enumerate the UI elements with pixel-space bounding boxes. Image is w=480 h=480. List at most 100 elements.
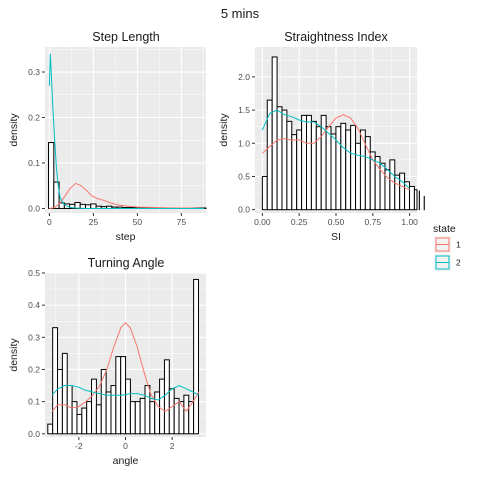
histogram-bar (154, 391, 161, 435)
histogram-bar (310, 120, 317, 211)
histogram-bar (47, 423, 54, 435)
histogram-bar (144, 385, 151, 435)
histogram-bar (86, 401, 93, 435)
x-tick-label: 0.75 (365, 217, 382, 227)
x-tick-label: 0.50 (328, 217, 345, 227)
legend-label-state-1: 1 (456, 240, 461, 250)
density-line-state-2 (261, 109, 410, 189)
x-axis-title: step (116, 231, 136, 243)
histogram-bar (71, 401, 78, 435)
histogram-bar (61, 352, 68, 435)
histogram-bar (271, 56, 278, 211)
histogram-bar (276, 106, 283, 211)
histogram-bar (306, 114, 312, 211)
histogram-bar (355, 142, 361, 211)
x-tick-label: 2 (170, 441, 175, 451)
panel-turning-angle: Turning Angle -2 0 2 0.0 0.1 0.2 0.3 0.4 0.5 angle… (8, 256, 206, 467)
y-tick-label: 2.0 (238, 72, 250, 82)
histogram-bar (325, 126, 332, 211)
y-axis-title: density (8, 338, 20, 372)
histogram-bar (301, 114, 308, 211)
y-tick-label: 1.5 (238, 105, 250, 115)
x-tick-label: 75 (177, 217, 187, 227)
histogram-bar (389, 159, 396, 211)
histogram-bar (163, 359, 170, 435)
x-tick-label: 50 (133, 217, 143, 227)
y-tick-label: 0.5 (28, 268, 40, 278)
histogram-bar (134, 401, 141, 435)
panel-step-length: Step Length 0 25 50 75 0.0 0.1 0.2 0.3 step densit… (8, 30, 207, 243)
x-tick-label: 0.00 (254, 217, 271, 227)
histogram-bar (399, 172, 406, 211)
histogram-bar (281, 109, 288, 211)
plot-background (45, 47, 206, 213)
histogram-bar (193, 278, 199, 435)
histogram-bar (340, 122, 347, 211)
histogram-bar (76, 413, 83, 435)
legend-key-box-state-2 (435, 255, 450, 270)
histogram-bar (364, 136, 371, 211)
legend: state 1 2 (433, 223, 461, 271)
panel-title: Straightness Index (284, 30, 388, 44)
y-axis-title: density (8, 113, 20, 147)
x-axis-title: angle (113, 455, 139, 467)
histogram-bar (48, 142, 55, 209)
histogram-bar (125, 378, 131, 435)
histogram-bar (345, 129, 352, 211)
histogram-bar (100, 368, 107, 435)
histogram-bar (53, 181, 60, 209)
histogram-bar (335, 126, 342, 211)
y-tick-label: 0.1 (28, 397, 40, 407)
histogram-bar (291, 134, 298, 211)
histogram-bar (394, 174, 401, 211)
histogram-bar (159, 378, 165, 435)
histogram-bar (105, 391, 112, 435)
x-tick-label: 25 (89, 217, 99, 227)
histogram-bar (168, 388, 175, 435)
legend-title: state (433, 223, 456, 235)
histogram-bar (129, 401, 136, 435)
y-tick-label: 0.0 (28, 429, 40, 439)
y-tick-label: 0.3 (28, 332, 40, 342)
y-axis-title: density (218, 113, 230, 147)
histogram-bar (81, 407, 88, 435)
histogram-bar (350, 124, 357, 211)
histogram-bar (330, 133, 337, 211)
histogram-bar (296, 129, 303, 211)
legend-key-box-state-1 (435, 237, 450, 252)
panel-title: Step Length (92, 30, 159, 44)
x-axis-title: SI (331, 231, 341, 243)
x-tick-label: 0 (47, 217, 52, 227)
x-tick-label: -2 (75, 441, 83, 451)
y-tick-label: 0.3 (28, 67, 40, 77)
legend-label-state-2: 2 (456, 258, 461, 268)
panel-straightness-index: Straightness Index 0.00 0.25 0.50 0.75 1.00 0.… (218, 30, 425, 243)
histogram-bar (320, 114, 327, 211)
x-tick-label: 0 (123, 441, 128, 451)
histogram-bar (183, 394, 190, 435)
histogram-bar (95, 404, 102, 435)
density-line-state-2 (51, 384, 200, 401)
histogram-bar (286, 120, 293, 211)
y-tick-label: 0.4 (28, 300, 40, 310)
histogram-bar (110, 385, 117, 435)
histogram-bar (57, 368, 63, 435)
y-tick-label: 0.0 (28, 203, 40, 213)
histogram-bar (149, 401, 156, 435)
histogram-bar (413, 189, 418, 211)
histogram-bar (66, 385, 73, 435)
panel-title: Turning Angle (88, 256, 165, 270)
histogram-bar (90, 203, 97, 209)
figure-title: 5 mins (221, 6, 260, 21)
x-tick-label: 1.00 (401, 217, 418, 227)
y-tick-label: 0.2 (28, 364, 40, 374)
histogram-bar (84, 204, 92, 209)
y-tick-label: 0.5 (238, 171, 250, 181)
histogram-bar (52, 327, 59, 435)
y-tick-label: 1.0 (238, 138, 250, 148)
x-tick-label: 0.25 (291, 217, 308, 227)
y-tick-label: 0.0 (238, 205, 250, 215)
y-tick-label: 0.1 (28, 158, 40, 168)
density-line-state-2 (48, 53, 205, 209)
